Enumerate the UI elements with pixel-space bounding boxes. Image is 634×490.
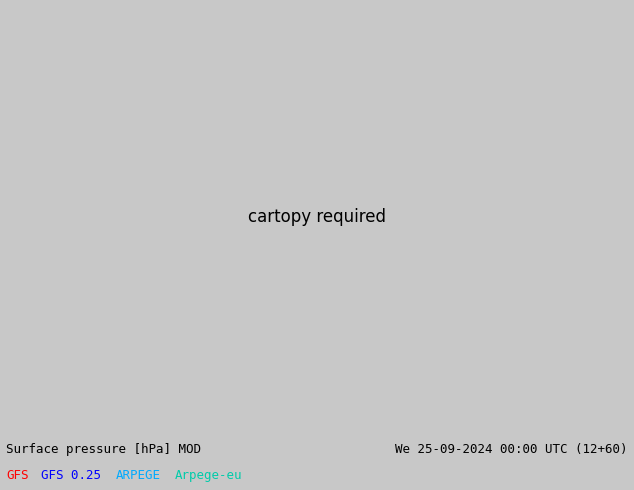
Text: GFS: GFS xyxy=(6,469,29,483)
Text: GFS 0.25: GFS 0.25 xyxy=(41,469,101,483)
Text: ARPEGE: ARPEGE xyxy=(116,469,161,483)
Text: Arpege-eu: Arpege-eu xyxy=(175,469,242,483)
Text: We 25-09-2024 00:00 UTC (12+60): We 25-09-2024 00:00 UTC (12+60) xyxy=(395,443,628,456)
Text: Surface pressure [hPa] MOD: Surface pressure [hPa] MOD xyxy=(6,443,202,456)
Text: cartopy required: cartopy required xyxy=(248,208,386,226)
